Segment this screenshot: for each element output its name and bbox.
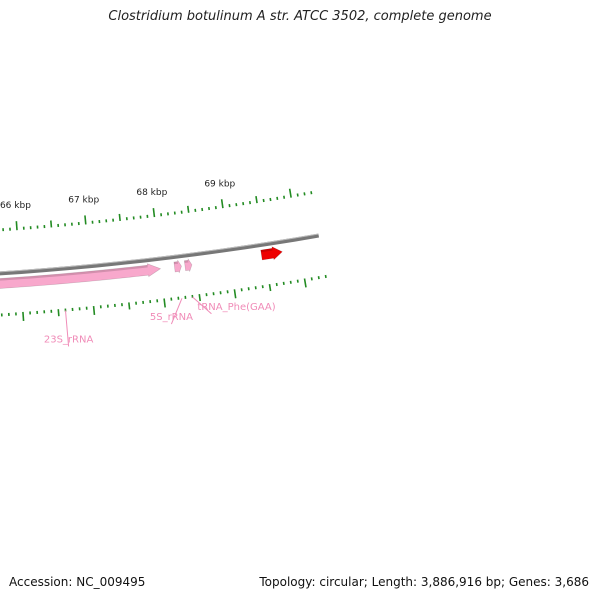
kbp-tick-label: 67 kbp [68,195,99,205]
backbone-highlight [0,233,319,273]
accession-text: Accession: NC_009495 [9,575,146,589]
inner-tick [310,191,313,195]
page-title: Clostridium botulinum A str. ATCC 3502, … [108,9,492,24]
outer-tick [128,302,131,310]
feature-labels: CBO0043CBO0043A16S_rRNA23S_rRNA5S_rRNAtR… [44,296,276,347]
rrna-23s-shade [0,265,148,281]
kbp-tick-label: 69 kbp [204,179,235,189]
inner-tick [303,192,306,196]
gene-red-c-arrow[interactable] [260,246,283,261]
outer-tick [233,289,237,299]
feature-label[interactable]: 23S_rRNA [44,334,94,345]
label-leader-line [170,298,183,325]
kbp-tick-label: 68 kbp [136,188,167,198]
genome-stats-text: Topology: circular; Length: 3,886,916 bp… [259,575,589,589]
outer-tick [163,298,166,308]
outer-tick [303,278,307,288]
inner-tick [118,213,121,222]
trna-phe-arrow[interactable] [183,258,193,272]
inner-tick [15,221,18,231]
rrna-23s-arrow[interactable] [0,263,162,291]
inner-tick [84,215,87,225]
inner-tick [50,220,53,228]
outer-tick [268,284,272,292]
feature-label[interactable]: 5S_rRNA [150,312,193,323]
inner-tick [186,205,190,213]
inner-tick [255,196,258,204]
inner-tick [288,188,292,198]
kbp-tick-label: 66 kbp [0,201,31,211]
backbone-line [0,233,320,276]
feature-track[interactable] [0,246,283,308]
inner-tick [152,208,156,218]
label-leader-line [65,310,70,347]
genome-backbone [0,233,320,276]
feature-label[interactable]: tRNA_Phe(GAA) [197,302,275,313]
outer-tick [324,274,327,279]
outer-tick [57,309,60,317]
label-leader-line [192,296,212,315]
outer-tick [198,293,201,302]
inner-tick [220,199,224,209]
outer-tick [317,276,320,280]
gene-red-c-shade [260,248,273,253]
rrna-5s-arrow[interactable] [173,259,182,274]
outer-tick [22,311,25,321]
outer-tick [92,305,96,316]
